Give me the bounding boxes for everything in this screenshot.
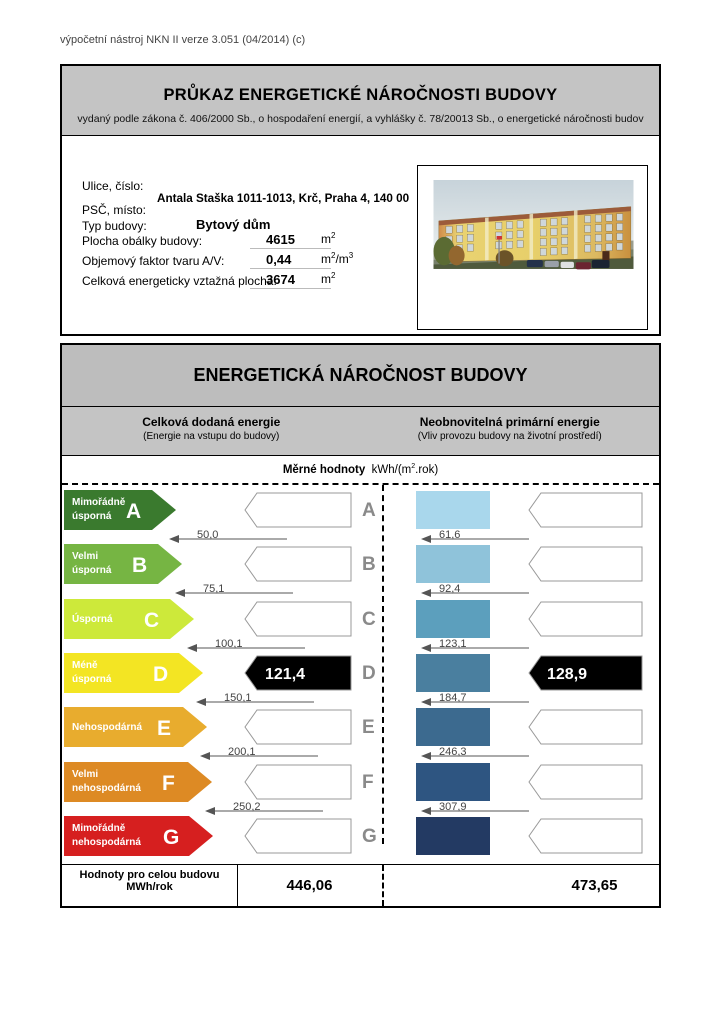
svg-text:úsporná: úsporná <box>72 565 112 576</box>
svg-text:Mimořádně: Mimořádně <box>72 497 126 508</box>
svg-text:B: B <box>132 554 147 577</box>
svg-text:G: G <box>163 826 179 849</box>
svg-text:nehospodárná: nehospodárná <box>72 837 141 848</box>
svg-text:úsporná: úsporná <box>72 511 112 522</box>
svg-text:E: E <box>157 717 171 740</box>
svg-text:nehospodárná: nehospodárná <box>72 783 141 794</box>
svg-text:Velmi: Velmi <box>72 769 98 780</box>
svg-text:D: D <box>153 663 168 686</box>
svg-text:Méně: Méně <box>72 660 98 671</box>
svg-text:Nehospodárná: Nehospodárná <box>72 722 142 733</box>
svg-text:Úsporná: Úsporná <box>72 612 113 625</box>
svg-text:A: A <box>126 500 141 523</box>
svg-text:C: C <box>144 609 159 632</box>
svg-text:úsporná: úsporná <box>72 674 112 685</box>
svg-text:F: F <box>162 772 175 795</box>
svg-text:Velmi: Velmi <box>72 551 98 562</box>
svg-text:Mimořádně: Mimořádně <box>72 823 126 834</box>
svg-text:121,4: 121,4 <box>265 666 305 683</box>
svg-text:128,9: 128,9 <box>547 666 587 683</box>
